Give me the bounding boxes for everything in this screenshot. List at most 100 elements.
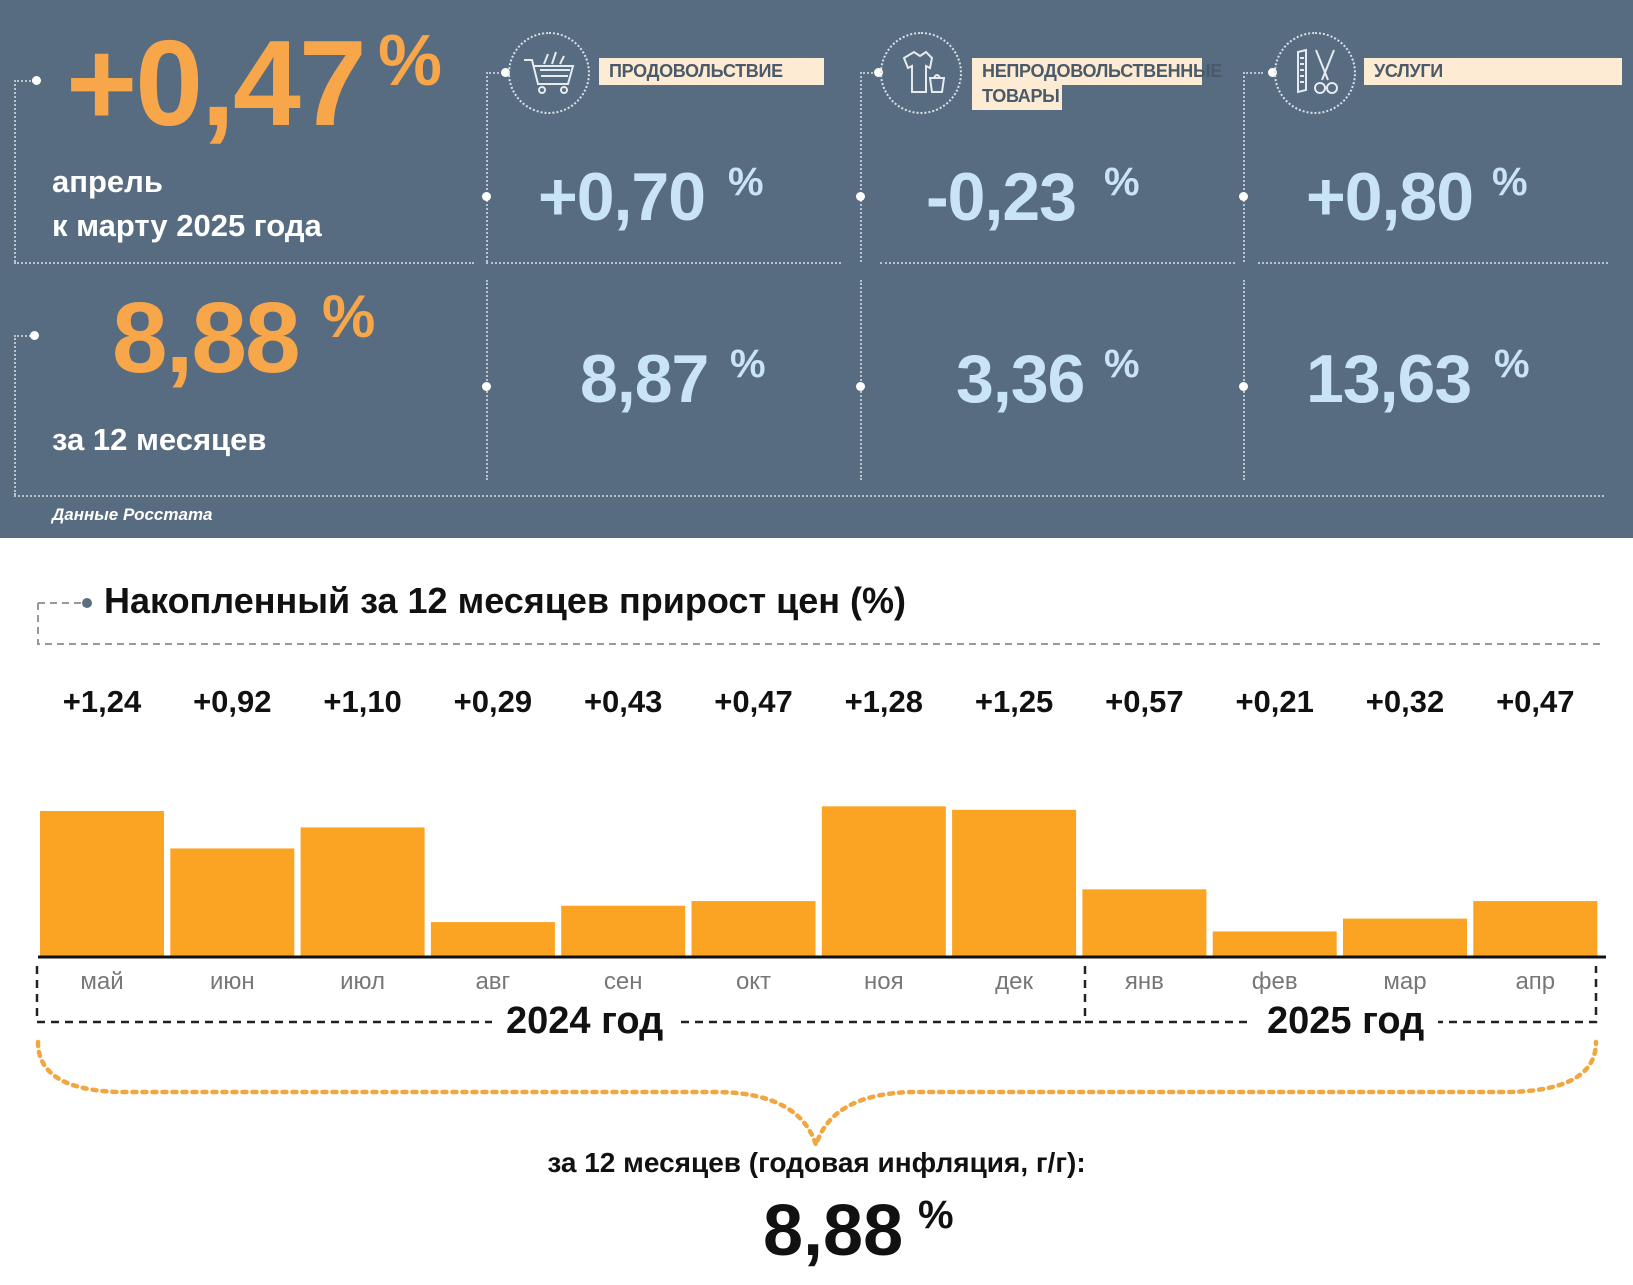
month-label: дек (995, 968, 1034, 995)
bar-value-label: +1,28 (844, 684, 924, 719)
nonfood-monthly-unit: % (1104, 160, 1140, 204)
bullet-dot (874, 68, 883, 77)
divider (486, 280, 488, 480)
bullet-dot (856, 192, 865, 201)
food-annual-unit: % (730, 342, 766, 386)
bar-фев (1212, 931, 1337, 956)
divider (14, 335, 34, 337)
summary-brace (35, 1039, 1599, 1150)
divider (486, 262, 841, 264)
month-label: мар (1383, 968, 1427, 995)
annual-cpi-unit: % (322, 283, 376, 350)
bar-сен (561, 905, 686, 956)
category-label-food: ПРОДОВОЛЬСТВИЕ (599, 58, 824, 85)
bar-value-label: +0,57 (1105, 684, 1184, 719)
bullet-dot (482, 382, 491, 391)
bullet-dot (32, 76, 41, 85)
bar-май (40, 811, 164, 956)
summary-panel: +0,47 % апрель к марту 2025 года 8,88 % … (0, 0, 1633, 538)
monthly-label-line2: к марту 2025 года (52, 208, 322, 243)
category-label-services: УСЛУГИ (1364, 58, 1622, 85)
month-label: июл (340, 968, 386, 995)
summary-unit: % (918, 1193, 954, 1237)
bar-chart (38, 806, 1606, 959)
bar-value-label: +0,92 (193, 684, 272, 719)
bullet-dot (482, 192, 491, 201)
clothing-icon (880, 32, 962, 114)
divider (486, 72, 488, 262)
divider (1258, 262, 1608, 264)
divider (486, 72, 506, 74)
chart-title-frame (37, 598, 1600, 645)
bullet-dot (1268, 68, 1277, 77)
food-monthly-value: +0,70 (538, 159, 706, 235)
bar-value-label: +0,32 (1365, 684, 1445, 719)
divider (1243, 280, 1245, 480)
bar-value-label: +1,25 (974, 684, 1054, 719)
bar-value-label: +0,47 (714, 684, 793, 719)
annual-cpi-value: 8,88 (112, 282, 301, 394)
shopping-cart-icon (508, 32, 590, 114)
food-monthly-unit: % (728, 160, 764, 204)
nonfood-monthly-value: -0,23 (926, 159, 1077, 235)
divider (860, 280, 862, 480)
bar-value-label: +1,24 (62, 684, 142, 719)
bullet-dot (856, 382, 865, 391)
summary-value: 8,88 (763, 1191, 904, 1271)
month-label: фев (1251, 968, 1298, 995)
bullet-dot (1239, 382, 1248, 391)
services-annual-unit: % (1494, 342, 1530, 386)
year-label-2025: 2025 год (1253, 1000, 1439, 1043)
divider (1243, 72, 1263, 74)
bar-ноя (821, 806, 946, 956)
scissors-comb-icon (1274, 32, 1356, 114)
year-label-2024: 2024 год (492, 1000, 678, 1043)
divider (14, 495, 1604, 497)
month-label: янв (1124, 968, 1164, 995)
bar-янв (1082, 889, 1207, 956)
bar-value-label: +0,29 (453, 684, 533, 719)
month-label: июн (209, 968, 255, 995)
category-label-nonfood-line2: ТОВАРЫ (972, 83, 1062, 110)
nonfood-annual-value: 3,36 (956, 341, 1085, 417)
bar-апр (1473, 901, 1598, 956)
divider (860, 72, 862, 262)
source-note: Данные Росстата (52, 505, 213, 524)
chart-title: Накопленный за 12 месяцев прирост цен (%… (104, 580, 906, 621)
month-label: сен (603, 968, 643, 995)
bullet-dot (501, 68, 510, 77)
month-label: авг (475, 968, 511, 995)
bar-авг (430, 922, 555, 956)
divider (880, 262, 1235, 264)
month-label: ноя (863, 968, 904, 995)
divider (14, 335, 16, 495)
divider (14, 262, 474, 264)
annual-label: за 12 месяцев (52, 422, 267, 457)
bar-value-label: +0,47 (1496, 684, 1575, 719)
bar-июн (170, 848, 295, 956)
monthly-cpi-unit: % (378, 21, 443, 101)
bar-value-label: +0,21 (1235, 684, 1314, 719)
category-label-nonfood-line1: НЕПРОДОВОЛЬСТВЕННЫЕ (972, 58, 1222, 85)
bar-value-label: +0,43 (583, 684, 663, 719)
month-label: апр (1515, 968, 1556, 995)
bar-дек (952, 809, 1077, 956)
services-annual-value: 13,63 (1306, 341, 1472, 417)
bullet-dot (30, 331, 39, 340)
services-monthly-value: +0,80 (1306, 159, 1474, 235)
monthly-label-line1: апрель (52, 164, 163, 199)
bar-value-label: +1,10 (323, 684, 402, 719)
month-label: май (80, 968, 124, 995)
bullet-dot (1239, 192, 1248, 201)
divider (14, 80, 34, 82)
divider (1243, 72, 1245, 262)
bar-окт (691, 901, 816, 956)
services-monthly-unit: % (1492, 160, 1528, 204)
food-annual-value: 8,87 (580, 341, 709, 417)
nonfood-annual-unit: % (1104, 342, 1140, 386)
summary-label: за 12 месяцев (годовая инфляция, г/г): (547, 1147, 1086, 1178)
bar-июл (300, 827, 425, 956)
bar-мар (1343, 918, 1467, 956)
divider (14, 80, 16, 262)
divider (860, 72, 880, 74)
